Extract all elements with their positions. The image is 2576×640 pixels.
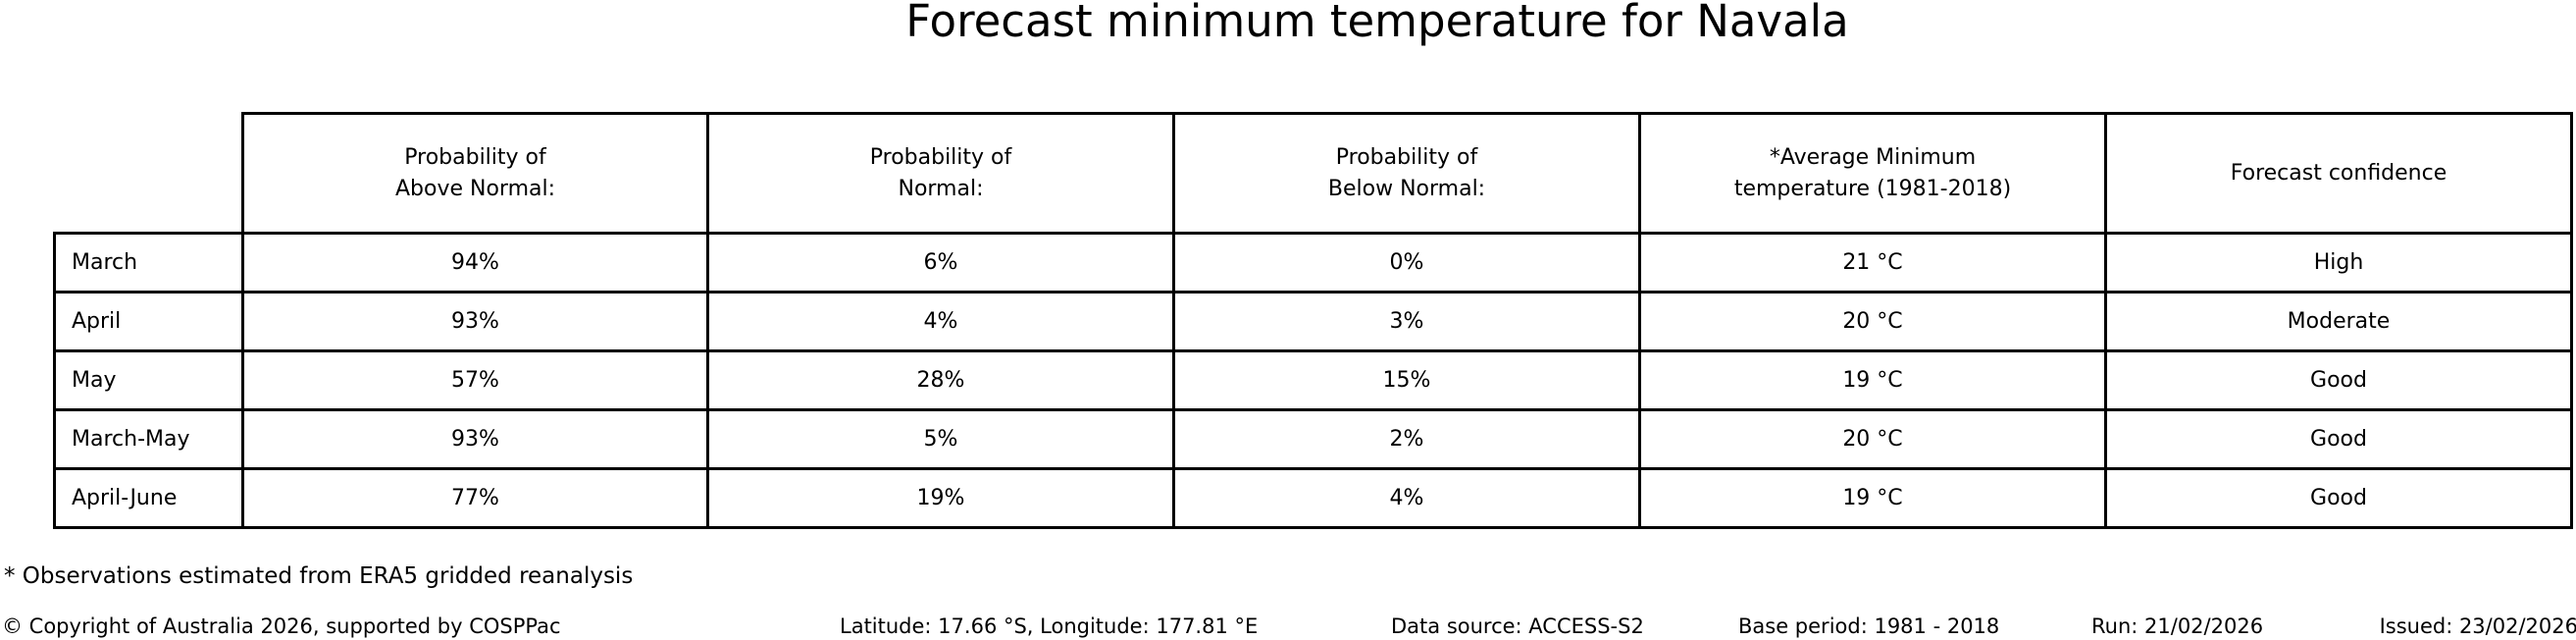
row-label: March [53,232,244,293]
table-cell-below: 0% [1172,232,1641,293]
table-cell-confidence: Good [2104,467,2573,529]
run-date-text: Run: 21/02/2026 [2091,614,2264,638]
table-row-april-june: April-June 77% 19% 4% 19 °C Good [53,467,2573,529]
table-row-april: April 93% 4% 3% 20 °C Moderate [53,291,2573,352]
forecast-table: Probability of Above Normal: Probability… [53,112,2573,529]
copyright-text: © Copyright of Australia 2026, supported… [2,614,561,638]
table-cell-normal: 4% [706,291,1175,352]
table-cell-below: 2% [1172,408,1641,470]
table-row-may: May 57% 28% 15% 19 °C Good [53,349,2573,411]
column-header-forecast-confidence: Forecast confidence [2104,112,2573,235]
row-label: April [53,291,244,352]
table-cell-confidence: High [2104,232,2573,293]
table-cell-confidence: Moderate [2104,291,2573,352]
column-header-average-min-temp: *Average Minimum temperature (1981-2018) [1638,112,2107,235]
observations-footnote: * Observations estimated from ERA5 gridd… [4,563,634,589]
table-cell-confidence: Good [2104,349,2573,411]
row-label: March-May [53,408,244,470]
table-cell-temp: 19 °C [1638,349,2107,411]
table-cell-normal: 28% [706,349,1175,411]
table-cell-above: 94% [241,232,709,293]
table-cell-confidence: Good [2104,408,2573,470]
table-cell-above: 77% [241,467,709,529]
base-period-text: Base period: 1981 - 2018 [1738,614,2000,638]
table-cell-temp: 19 °C [1638,467,2107,529]
table-cell-above: 93% [241,291,709,352]
table-cell-normal: 19% [706,467,1175,529]
corner-cell [55,114,243,234]
table-row-march-may: March-May 93% 5% 2% 20 °C Good [53,408,2573,470]
table-cell-temp: 20 °C [1638,408,2107,470]
table-cell-below: 4% [1172,467,1641,529]
table-cell-normal: 6% [706,232,1175,293]
table-cell-normal: 5% [706,408,1175,470]
lat-lon-text: Latitude: 17.66 °S, Longitude: 177.81 °E [840,614,1259,638]
row-label: April-June [53,467,244,529]
row-label: May [53,349,244,411]
table-cell-below: 3% [1172,291,1641,352]
issued-date-text: Issued: 23/02/2026 [2379,614,2576,638]
table-header-row: Probability of Above Normal: Probability… [55,112,2573,235]
table-cell-above: 93% [241,408,709,470]
table-row-march: March 94% 6% 0% 21 °C High [53,232,2573,293]
page-title: Forecast minimum temperature for Navala [905,0,1849,47]
table-cell-temp: 21 °C [1638,232,2107,293]
column-header-below-normal: Probability of Below Normal: [1172,112,1641,235]
table-cell-below: 15% [1172,349,1641,411]
data-source-text: Data source: ACCESS-S2 [1391,614,1644,638]
table-cell-above: 57% [241,349,709,411]
table-cell-temp: 20 °C [1638,291,2107,352]
column-header-above-normal: Probability of Above Normal: [241,112,709,235]
column-header-normal: Probability of Normal: [706,112,1175,235]
